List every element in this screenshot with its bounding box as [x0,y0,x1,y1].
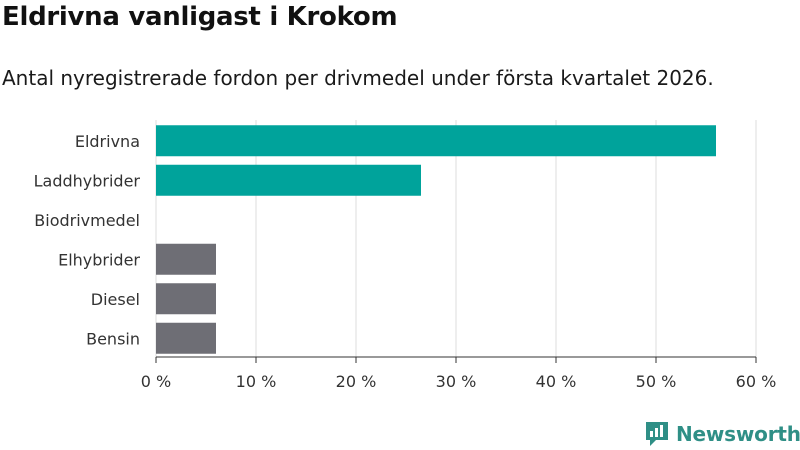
category-label: Bensin [86,329,140,348]
bar-elhybrider [156,243,216,275]
category-label: Elhybrider [58,250,140,269]
x-tick-label: 60 % [736,372,777,391]
x-tick-label: 10 % [236,372,277,391]
x-tick-label: 40 % [536,372,577,391]
category-label: Biodrivmedel [34,211,140,230]
category-label: Laddhybrider [34,171,141,190]
brand-logo: Newsworthy [644,420,800,448]
chart-title: Eldrivna vanligast i Krokom [2,2,398,32]
bar-eldrivna [156,125,716,157]
brand-name: Newsworthy [676,422,800,446]
bar-diesel [156,283,216,315]
newsworthy-logo-icon [646,422,668,446]
bar-laddhybrider [156,164,421,196]
x-tick-label: 30 % [436,372,477,391]
x-tick-label: 0 % [141,372,171,391]
x-tick-label: 50 % [636,372,677,391]
x-tick-label: 20 % [336,372,377,391]
category-label: Eldrivna [75,132,140,151]
bar-bensin [156,322,216,354]
chart-subtitle: Antal nyregistrerade fordon per drivmede… [2,66,714,90]
category-label: Diesel [91,290,140,309]
